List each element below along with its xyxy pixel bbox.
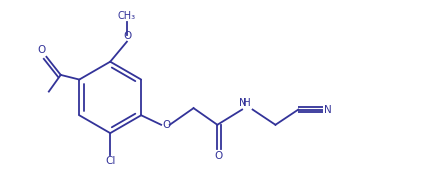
- Text: O: O: [38, 45, 46, 55]
- Text: Cl: Cl: [105, 156, 115, 166]
- Text: N: N: [324, 104, 332, 115]
- Text: O: O: [215, 150, 223, 161]
- Text: H: H: [243, 98, 250, 108]
- Text: O: O: [162, 120, 170, 130]
- Text: O: O: [123, 31, 132, 41]
- Text: CH₃: CH₃: [118, 11, 136, 21]
- Text: N: N: [239, 98, 246, 108]
